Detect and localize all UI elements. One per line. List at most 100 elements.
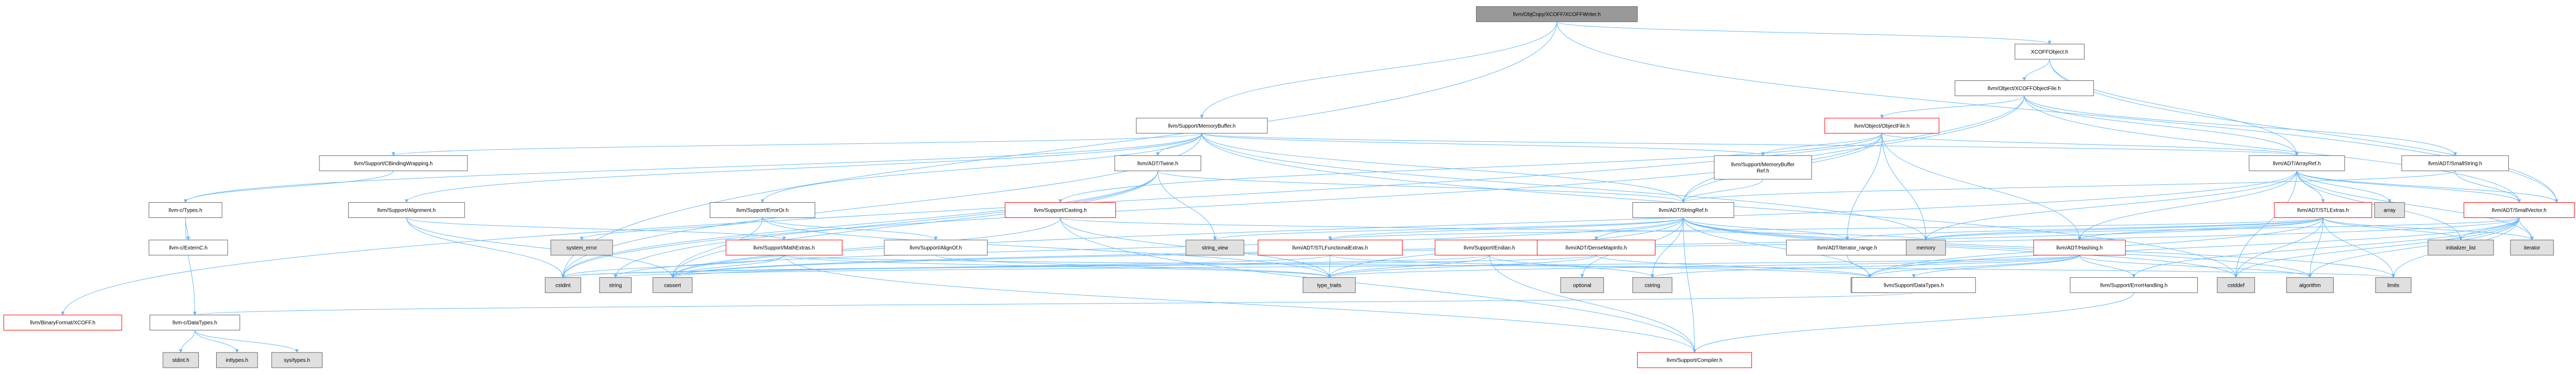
edge-n19-n46 [784, 255, 1696, 353]
node-array[interactable]: array [2374, 202, 2405, 218]
node-llvm-adt-stringref-h[interactable]: llvm/ADT/StringRef.h [1632, 202, 1735, 218]
node-label: memory [1917, 245, 1936, 251]
node-label: cstring [1644, 283, 1660, 288]
node-llvm-adt-twine-h[interactable]: llvm/ADT/Twine.h [1114, 155, 1201, 171]
node-llvm-adt-densemapinfo-h[interactable]: llvm/ADT/DenseMapInfo.h [1537, 239, 1656, 256]
edge-n22-n46 [1489, 255, 1697, 353]
edge-n6-n15 [1681, 170, 2456, 203]
edge-n15-n21 [1328, 217, 1684, 241]
node-llvm-adt-iterator-range-h[interactable]: llvm/ADT/iterator_range.h [1786, 239, 1909, 256]
node-string-view[interactable]: string_view [1185, 239, 1245, 256]
node-label: llvm/Support/Endian.h [1464, 245, 1515, 251]
edge-n7-n28 [1924, 171, 2297, 241]
node-llvm-c-datatypes-h[interactable]: llvm-c/DataTypes.h [149, 315, 240, 331]
edge-n16-n30 [2323, 217, 2463, 241]
edge-n9-n27 [1157, 171, 1217, 241]
node-box [544, 277, 581, 293]
edge-n3-n28 [1201, 133, 1928, 241]
node-llvm-objcopy-xcoff-xcoffwriter-h[interactable]: llvm/ObjCopy/XCOFF/XCOFFWriter.h [1476, 6, 1638, 22]
edge-n14-n46 [1060, 217, 1696, 353]
node-llvm-support-cbindingwrapping-h[interactable]: llvm/Support/CBindingWrapping.h [319, 155, 468, 171]
node-label: llvm/Object/ObjectFile.h [1854, 123, 1910, 129]
node-llvm-support-erroror-h[interactable]: llvm/Support/ErrorOr.h [710, 202, 816, 218]
node-initializer-list[interactable]: initializer_list [2428, 239, 2494, 256]
node-llvm-support-alignment-h[interactable]: llvm/Support/Alignment.h [348, 202, 465, 218]
node-llvm-c-types-h[interactable]: llvm-c/Types.h [148, 202, 222, 218]
edge-n25-n39 [1912, 255, 2080, 278]
edge-n17-n31 [2519, 217, 2534, 241]
edge-n7-n16 [2296, 171, 2325, 203]
node-box [1637, 352, 1752, 368]
edge-n9-n15 [1157, 170, 1685, 203]
node-box [710, 202, 816, 218]
node-box [1004, 202, 1116, 218]
node-llvm-support-memorybuffer-h[interactable]: llvm/Support/MemoryBuffer.h [1136, 118, 1268, 134]
node-box [2428, 239, 2494, 256]
node-sys-types-h[interactable]: sys/types.h [271, 352, 323, 368]
node-box [2375, 277, 2412, 293]
edge-n39-n45 [193, 292, 1914, 316]
edge-n14-n28 [1060, 217, 1928, 241]
node-cstring[interactable]: cstring [1632, 277, 1673, 293]
node-label: llvm/ADT/Hashing.h [2056, 245, 2102, 251]
node-box [2286, 277, 2334, 293]
node-memory[interactable]: memory [1906, 239, 1946, 256]
edge-n19-n32 [561, 255, 785, 278]
node-box [550, 239, 613, 256]
node-label: llvm/ADT/STLExtras.h [2297, 208, 2349, 214]
node-optional[interactable]: optional [1560, 277, 1604, 293]
node-box [599, 277, 632, 293]
node-string[interactable]: string [599, 277, 632, 293]
node-box [2014, 44, 2085, 60]
node-label: array [2383, 208, 2396, 214]
edge-n13-n35 [762, 217, 1331, 278]
node-llvm-object-xcoffobjectfile-h[interactable]: llvm/Object/XCOFFObjectFile.h [1954, 80, 2094, 96]
edge-n25-n35 [1328, 255, 2080, 278]
node-llvm-adt-smallvector-h[interactable]: llvm/ADT/SmallVector.h [2463, 202, 2575, 218]
edge-n5-n24 [1845, 133, 1883, 241]
node-llvm-object-objectfile-h[interactable]: llvm/Object/ObjectFile.h [1824, 118, 1940, 134]
node-stdint-h[interactable]: stdint.h [163, 352, 199, 368]
node-llvm-c-externc-h[interactable]: llvm-c/ExternC.h [148, 239, 228, 256]
edge-n15-n24 [1683, 217, 1850, 241]
edge-n7-n29 [2296, 171, 2392, 203]
node-llvm-adt-arrayref-h[interactable]: llvm/ADT/ArrayRef.h [2249, 155, 2345, 171]
node-box [271, 352, 323, 368]
node-cstdint[interactable]: cstdint [544, 277, 581, 293]
node-cassert[interactable]: cassert [653, 277, 693, 293]
edge-n7-n31 [2296, 171, 2534, 241]
node-llvm-adt-hashing-h[interactable]: llvm/ADT/Hashing.h [2033, 239, 2126, 256]
node-llvm-support-endian-h[interactable]: llvm/Support/Endian.h [1435, 239, 1544, 256]
node-algorithm[interactable]: algorithm [2286, 277, 2334, 293]
node-llvm-support-mathextras-h[interactable]: llvm/Support/MathExtras.h [725, 239, 842, 256]
node-inttypes-h[interactable]: inttypes.h [216, 352, 258, 368]
node-llvm-support-compiler-h[interactable]: llvm/Support/Compiler.h [1637, 352, 1752, 368]
node-llvm-adt-stlfunctionalextras-h[interactable]: llvm/ADT/STLFunctionalExtras.h [1257, 239, 1403, 256]
node-box [2510, 239, 2554, 256]
edge-n2-n17 [2024, 96, 2521, 203]
node-llvm-adt-stlextras-h[interactable]: llvm/ADT/STLExtras.h [2274, 202, 2372, 218]
node-box [1114, 155, 1201, 171]
node-system-error[interactable]: system_error [550, 239, 613, 256]
node-label: llvm/BinaryFormat/XCOFF.h [30, 320, 95, 326]
edge-n15-n41 [1683, 217, 2238, 278]
node-llvm-support-errorhandling-h[interactable]: llvm/Support/ErrorHandling.h [2070, 277, 2198, 293]
node-type-traits[interactable]: type_traits [1302, 277, 1356, 293]
node-iterator[interactable]: iterator [2510, 239, 2554, 256]
edge-n16-n43 [2323, 217, 2396, 278]
node-label: llvm/Support/MemoryBuffer.h [1168, 123, 1236, 129]
node-xcoffobject-h[interactable]: XCOFFObject.h [2014, 44, 2085, 60]
node-llvm-binaryformat-xcoff-h[interactable]: llvm/BinaryFormat/XCOFF.h [3, 315, 122, 331]
node-llvm-support-datatypes-h[interactable]: llvm/Support/DataTypes.h [1852, 277, 1976, 293]
node-label: llvm/ADT/Twine.h [1137, 161, 1178, 166]
node-label: llvm/Object/XCOFFObjectFile.h [1987, 86, 2060, 91]
node-llvm-adt-smallstring-h[interactable]: llvm/ADT/SmallString.h [2401, 155, 2509, 171]
node-llvm-support-casting-h[interactable]: llvm/Support/Casting.h [1004, 202, 1116, 218]
node-llvm-support-alignof-h[interactable]: llvm/Support/AlignOf.h [884, 239, 988, 256]
edge-n15-n27 [1213, 217, 1684, 241]
node-cstddef[interactable]: cstddef [2217, 277, 2255, 293]
edge-n0-n1 [1556, 21, 2051, 45]
node-limits[interactable]: limits [2375, 277, 2412, 293]
node-label: llvm/ADT/SmallVector.h [2492, 208, 2546, 214]
